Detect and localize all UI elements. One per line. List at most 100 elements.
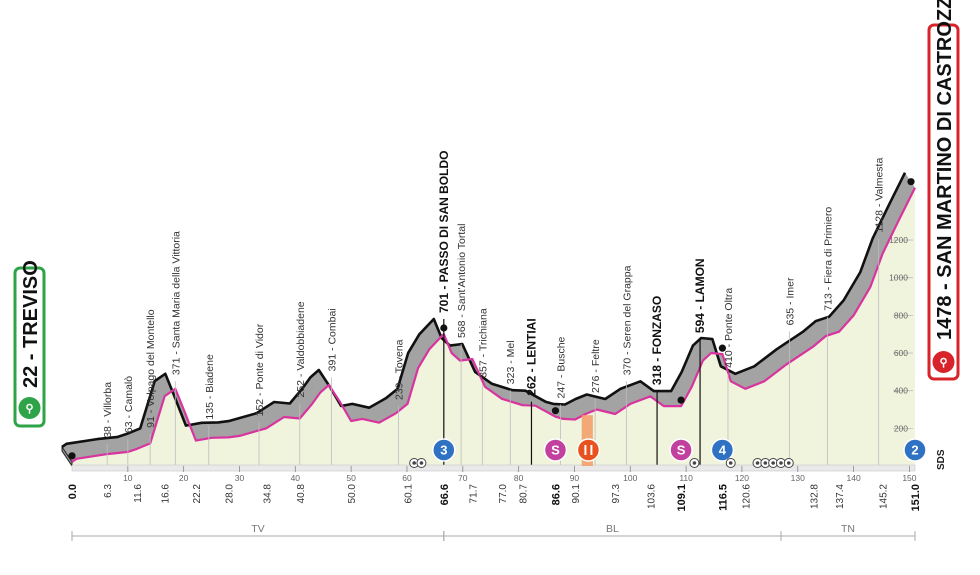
hazard-icon-dot — [771, 461, 775, 465]
y-tick-label: 1000 — [889, 273, 908, 283]
sprint-icon — [543, 438, 568, 462]
feed-zone-icon — [576, 438, 601, 462]
marker-label: S — [677, 443, 686, 458]
region-label: BL — [606, 523, 619, 535]
key-point-dot — [718, 344, 726, 352]
sprint-icon — [669, 438, 693, 462]
sds-label: SDS — [936, 449, 947, 470]
waypoint-label-bold: 262 - LENTIAI — [525, 318, 539, 395]
hazard-icon-dot — [412, 461, 416, 465]
waypoint-label-bold: 594 - LAMON — [693, 258, 707, 333]
km-axis-tick-label: 110 — [679, 473, 693, 483]
waypoint-label: 357 - Trichiana — [477, 308, 489, 378]
waypoint-label: 252 - Valdobbiadene — [295, 301, 307, 397]
km-label: 6.3 — [103, 484, 114, 498]
key-point-dot — [68, 452, 76, 460]
km-axis-tick-label: 130 — [791, 473, 805, 483]
km-axis-tick-label: 30 — [235, 473, 245, 483]
km-label: 120.6 — [741, 484, 752, 509]
hazard-icon-dot — [786, 461, 791, 465]
km-label: 77.0 — [498, 484, 509, 504]
km-label: 16.6 — [161, 484, 172, 504]
waypoint-label: 1128 - Valmesta — [874, 158, 886, 233]
key-point-dot — [677, 396, 685, 404]
waypoint-label: 568 - Sant'Antonio Tortal — [456, 224, 468, 338]
waypoint-label: 410 - Ponte Oltra — [723, 288, 735, 368]
marker-label: 3 — [440, 443, 447, 458]
km-label: 40.8 — [296, 484, 307, 504]
y-tick-label: 600 — [894, 348, 908, 358]
km-label: 28.0 — [224, 484, 235, 504]
hazard-icon-dot — [755, 461, 760, 465]
km-axis-tick-label: 50 — [346, 473, 356, 483]
km-label-bold: 66.6 — [439, 484, 451, 505]
km-label: 97.3 — [611, 484, 622, 504]
profile-top-edge — [61, 172, 907, 448]
hazard-icon-dot — [419, 461, 424, 465]
profile-ridge-band — [62, 172, 915, 462]
waypoint-label: 152 - Ponte di Vidor — [254, 323, 266, 416]
km-axis-tick-label: 60 — [402, 473, 412, 483]
km-label: 50.0 — [347, 484, 358, 504]
km-label: 145.2 — [879, 484, 890, 509]
y-tick-label: 400 — [894, 386, 908, 396]
km-label: 90.1 — [571, 484, 582, 504]
climb-category-icon — [710, 438, 735, 462]
feed-fork-glyph — [584, 445, 587, 455]
marker-label: S — [551, 443, 560, 458]
region-label: TN — [841, 523, 855, 535]
waypoint-label: 247 - Busche — [556, 336, 568, 398]
km-axis-tick-label: 100 — [623, 473, 637, 483]
finish-cyclist-icon — [932, 351, 955, 373]
region-label: TV — [251, 523, 264, 535]
km-axis-tick-label: 90 — [570, 473, 580, 483]
km-label-bold: 116.5 — [717, 484, 729, 511]
y-tick-label: 200 — [894, 423, 908, 433]
km-label-bold: 0.0 — [67, 484, 79, 499]
km-axis-tick-label: 40 — [291, 473, 301, 483]
svg-text:⚲: ⚲ — [25, 403, 33, 415]
finish-town-label: 1478 - SAN MARTINO DI CASTROZZA — [934, 0, 956, 340]
km-axis-tick-label: 140 — [846, 473, 860, 483]
km-label: 34.8 — [262, 484, 273, 504]
km-axis-tick-label: 120 — [735, 473, 749, 483]
km-axis-strip — [71, 464, 916, 472]
waypoint-label: 63 - Camalò — [123, 376, 135, 433]
km-label: 71.7 — [468, 484, 479, 504]
waypoint-label: 276 - Feltre — [590, 339, 602, 393]
start-town-label: 22 - TREVISO — [20, 260, 42, 388]
km-label: 80.7 — [519, 484, 530, 504]
km-axis-tick-label: 70 — [458, 473, 468, 483]
waypoint-label: 38 - Villorba — [102, 382, 114, 438]
waypoint-label: 391 - Combai — [327, 308, 339, 371]
y-tick-label: 1200 — [889, 235, 908, 245]
climb-category-icon — [432, 438, 456, 462]
svg-text:⚲: ⚲ — [939, 357, 947, 369]
start-cyclist-icon — [18, 397, 41, 419]
km-label: 22.2 — [192, 484, 203, 504]
profile-elevation-line — [71, 187, 916, 463]
km-label-bold: 86.6 — [551, 484, 563, 505]
key-point-dot — [551, 407, 560, 415]
y-tick-label: 800 — [894, 310, 908, 320]
waypoint-label: 323 - Mel — [505, 340, 517, 384]
finish-badge: 1478 - SAN MARTINO DI CASTROZZA ⚲ — [927, 0, 960, 381]
km-axis-tick-label: 150 — [902, 473, 916, 483]
hazard-icon-dot — [728, 461, 733, 465]
hazard-icon-dot — [763, 461, 768, 465]
waypoint-label: 371 - Santa Maria della Vittoria — [170, 231, 182, 375]
waypoint-label: 713 - Fiera di Primiero — [822, 207, 834, 311]
km-label: 137.4 — [835, 484, 846, 509]
waypoint-label: 370 - Seren del Grappa — [621, 265, 633, 375]
km-axis-tick-label: 10 — [123, 473, 133, 483]
start-badge: 22 - TREVISO ⚲ — [13, 260, 46, 428]
waypoint-label: 91 - Volpago del Montello — [145, 309, 157, 428]
marker-label: 4 — [719, 443, 727, 458]
km-axis-tick-label: 20 — [179, 473, 189, 483]
km-axis-tick-label: 80 — [514, 473, 524, 483]
key-point-dot — [440, 324, 448, 332]
waypoint-label: 239 - Tovena — [394, 339, 406, 400]
km-label: 60.1 — [404, 484, 415, 504]
waypoint-label: 635 - Imer — [784, 277, 796, 325]
